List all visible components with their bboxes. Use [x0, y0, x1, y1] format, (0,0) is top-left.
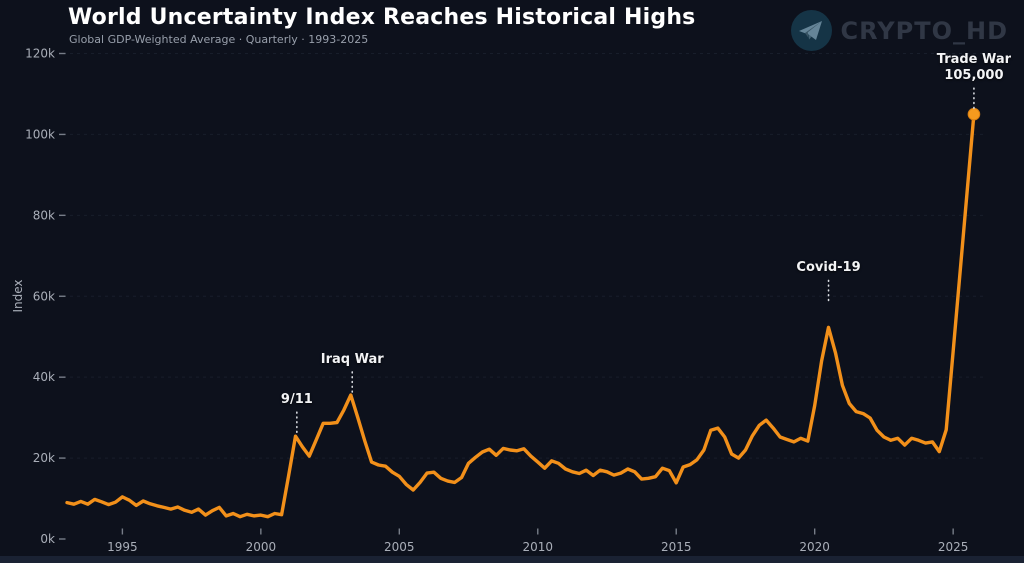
trade-war-endpoint-dot — [967, 107, 981, 121]
page-subtitle: Global GDP-Weighted Average · Quarterly … — [69, 33, 369, 46]
y-tick-label: 20k — [33, 451, 55, 465]
x-tick-label: 2000 — [246, 540, 277, 554]
x-tick-label: 2025 — [938, 540, 969, 554]
page-title: World Uncertainty Index Reaches Historic… — [68, 5, 696, 30]
x-tick-label: 2005 — [384, 540, 415, 554]
watermark-text: CRYPTO_HD — [840, 16, 1008, 45]
bottom-strip — [0, 556, 1024, 563]
y-tick-label: 120k — [25, 47, 55, 61]
watermark-logo: CRYPTO_HD — [791, 10, 1008, 51]
x-tick-label: 2010 — [522, 540, 553, 554]
y-tick-label: 40k — [33, 370, 55, 384]
y-tick-label: 0k — [40, 532, 55, 546]
uncertainty-index-line — [65, 112, 976, 519]
y-tick-label: 80k — [33, 208, 55, 222]
telegram-paper-plane-icon — [791, 10, 833, 51]
x-tick-label: 1995 — [107, 540, 138, 554]
y-tick-label: 60k — [33, 289, 55, 303]
y-tick-label: 100k — [25, 127, 55, 141]
x-tick-label: 2020 — [799, 540, 830, 554]
x-tick-label: 2015 — [661, 540, 692, 554]
